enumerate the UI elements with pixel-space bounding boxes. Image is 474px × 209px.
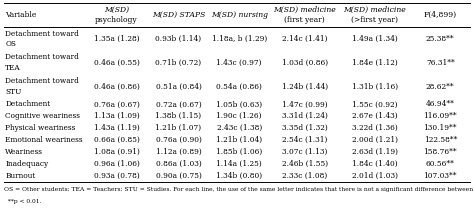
- Text: 2.63d (1.19): 2.63d (1.19): [352, 148, 398, 156]
- Text: 1.43a (1.19): 1.43a (1.19): [93, 124, 139, 132]
- Text: 1.85b (1.06): 1.85b (1.06): [216, 148, 262, 156]
- Text: 122.58**: 122.58**: [424, 136, 457, 144]
- Text: 1.90c (1.26): 1.90c (1.26): [217, 112, 262, 120]
- Text: 0.66a (0.85): 0.66a (0.85): [93, 136, 139, 144]
- Text: 0.46a (0.86): 0.46a (0.86): [93, 83, 139, 90]
- Text: 0.46a (0.55): 0.46a (0.55): [93, 59, 139, 67]
- Text: 3.22d (1.36): 3.22d (1.36): [352, 124, 398, 132]
- Text: 1.03d (0.86): 1.03d (0.86): [282, 59, 328, 67]
- Text: 46.94**: 46.94**: [426, 100, 455, 108]
- Text: Detachment toward: Detachment toward: [5, 30, 79, 38]
- Text: 0.93a (0.78): 0.93a (0.78): [93, 172, 139, 180]
- Text: Physical weariness: Physical weariness: [5, 124, 75, 132]
- Text: F(4,899): F(4,899): [424, 11, 457, 19]
- Text: 2.33c (1.08): 2.33c (1.08): [282, 172, 328, 180]
- Text: 158.76**: 158.76**: [423, 148, 457, 156]
- Text: 2.54c (1.31): 2.54c (1.31): [282, 136, 328, 144]
- Text: M(SD): M(SD): [104, 6, 129, 14]
- Text: Inadequacy: Inadequacy: [5, 160, 48, 168]
- Text: Variable: Variable: [5, 11, 36, 19]
- Text: 2.43c (1.38): 2.43c (1.38): [217, 124, 262, 132]
- Text: M(SD) nursing: M(SD) nursing: [210, 11, 268, 19]
- Text: 0.86a (1.03): 0.86a (1.03): [155, 160, 201, 168]
- Text: 3.31d (1.24): 3.31d (1.24): [282, 112, 328, 120]
- Text: 107.03**: 107.03**: [424, 172, 457, 180]
- Text: 3.35d (1.32): 3.35d (1.32): [282, 124, 328, 132]
- Text: 1.38b (1.15): 1.38b (1.15): [155, 112, 201, 120]
- Text: 116.09**: 116.09**: [423, 112, 457, 120]
- Text: M(SD) medicine: M(SD) medicine: [344, 6, 406, 14]
- Text: M(SD) STAPS: M(SD) STAPS: [152, 11, 205, 19]
- Text: 1.84e (1.12): 1.84e (1.12): [352, 59, 398, 67]
- Text: OS = Other students; TEA = Teachers; STU = Studies. For each line, the use of th: OS = Other students; TEA = Teachers; STU…: [4, 187, 474, 192]
- Text: (>first year): (>first year): [351, 16, 399, 24]
- Text: STU: STU: [5, 88, 22, 96]
- Text: M(SD) medicine: M(SD) medicine: [273, 6, 336, 14]
- Text: 1.18a, b (1.29): 1.18a, b (1.29): [211, 35, 267, 43]
- Text: 0.54a (0.86): 0.54a (0.86): [216, 83, 262, 90]
- Text: 1.47c (0.99): 1.47c (0.99): [282, 100, 328, 108]
- Text: 1.21b (1.04): 1.21b (1.04): [216, 136, 262, 144]
- Text: 0.76a (0.90): 0.76a (0.90): [155, 136, 201, 144]
- Text: Weariness: Weariness: [5, 148, 43, 156]
- Text: Cognitive weariness: Cognitive weariness: [5, 112, 80, 120]
- Text: 0.90a (0.75): 0.90a (0.75): [155, 172, 201, 180]
- Text: 1.35a (1.28): 1.35a (1.28): [94, 35, 139, 43]
- Text: 1.21b (1.07): 1.21b (1.07): [155, 124, 201, 132]
- Text: Detachment toward: Detachment toward: [5, 77, 79, 85]
- Text: **p < 0.01.: **p < 0.01.: [4, 199, 41, 204]
- Text: psychology: psychology: [95, 16, 138, 24]
- Text: 2.46b (1.55): 2.46b (1.55): [282, 160, 328, 168]
- Text: 130.19**: 130.19**: [424, 124, 457, 132]
- Text: Detachment: Detachment: [5, 100, 50, 108]
- Text: (first year): (first year): [284, 16, 325, 24]
- Text: 1.84c (1.40): 1.84c (1.40): [352, 160, 398, 168]
- Text: 76.31**: 76.31**: [426, 59, 455, 67]
- Text: 1.31b (1.16): 1.31b (1.16): [352, 83, 398, 90]
- Text: Detachment toward: Detachment toward: [5, 54, 79, 61]
- Text: 0.72a (0.67): 0.72a (0.67): [155, 100, 201, 108]
- Text: 1.49a (1.34): 1.49a (1.34): [352, 35, 398, 43]
- Text: TEA: TEA: [5, 64, 21, 72]
- Text: 2.67e (1.43): 2.67e (1.43): [352, 112, 398, 120]
- Text: 0.93b (1.14): 0.93b (1.14): [155, 35, 201, 43]
- Text: 1.05b (0.63): 1.05b (0.63): [216, 100, 262, 108]
- Text: 0.76a (0.67): 0.76a (0.67): [93, 100, 139, 108]
- Text: 1.34b (0.80): 1.34b (0.80): [216, 172, 262, 180]
- Text: 0.51a (0.84): 0.51a (0.84): [155, 83, 201, 90]
- Text: 2.14c (1.41): 2.14c (1.41): [282, 35, 328, 43]
- Text: 1.12a (0.89): 1.12a (0.89): [155, 148, 201, 156]
- Text: 3.07c (1.13): 3.07c (1.13): [282, 148, 328, 156]
- Text: Emotional weariness: Emotional weariness: [5, 136, 83, 144]
- Text: 2.01d (1.03): 2.01d (1.03): [352, 172, 398, 180]
- Text: 25.38**: 25.38**: [426, 35, 455, 43]
- Text: 60.56**: 60.56**: [426, 160, 455, 168]
- Text: 0.96a (1.06): 0.96a (1.06): [93, 160, 139, 168]
- Text: Burnout: Burnout: [5, 172, 36, 180]
- Text: 1.08a (0.91): 1.08a (0.91): [93, 148, 139, 156]
- Text: 28.62**: 28.62**: [426, 83, 455, 90]
- Text: 1.24b (1.44): 1.24b (1.44): [282, 83, 328, 90]
- Text: 1.43c (0.97): 1.43c (0.97): [217, 59, 262, 67]
- Text: 2.00d (1.21): 2.00d (1.21): [352, 136, 398, 144]
- Text: OS: OS: [5, 40, 16, 48]
- Text: 0.71b (0.72): 0.71b (0.72): [155, 59, 201, 67]
- Text: 1.13a (1.09): 1.13a (1.09): [93, 112, 139, 120]
- Text: 1.55c (0.92): 1.55c (0.92): [352, 100, 398, 108]
- Text: 1.14a (1.25): 1.14a (1.25): [216, 160, 262, 168]
